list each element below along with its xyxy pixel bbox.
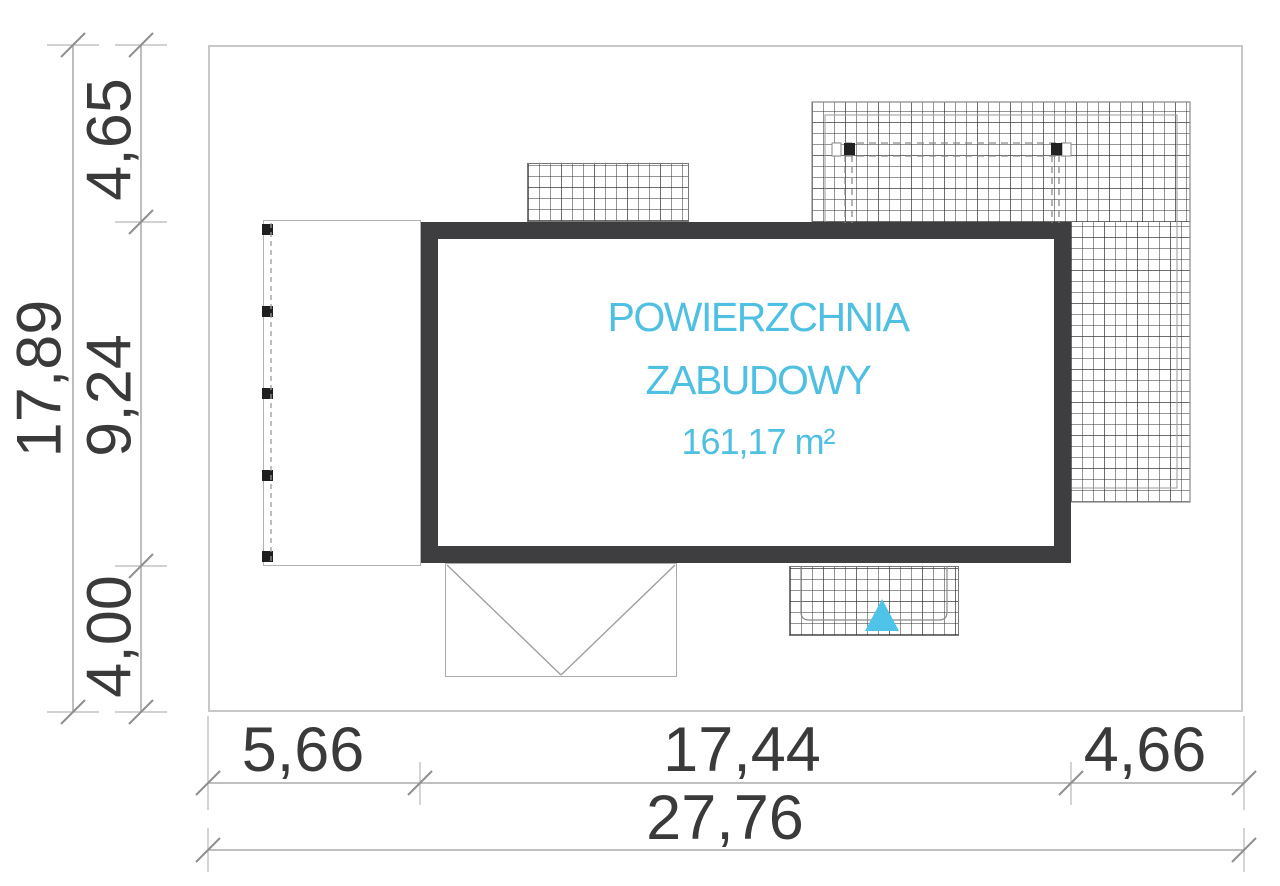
dim-bottom-segment-2: 17,44 [663,715,821,785]
area-caption-line2: ZABUDOWY [645,357,872,403]
roof-hatch-small-top [527,163,689,222]
pergola-annex [262,220,421,566]
pergola-post [262,470,273,481]
dim-left-total: 17,89 [4,299,75,458]
pergola-post [262,388,273,399]
pergola-post [262,306,273,317]
dim-left-segment-1: 4,65 [74,78,145,201]
dim-left-segment-2: 9,24 [74,334,145,457]
dim-bottom-total: 27,76 [646,783,804,853]
terrace-hatch [789,566,959,636]
area-value: 161,17 m² [681,421,835,462]
dim-bottom-segment-3: 4,66 [1083,715,1207,785]
dim-left-segment-3: 4,00 [74,575,145,698]
dim-bottom-segment-1: 5,66 [241,715,365,785]
roof-hatch-right-band [1071,222,1190,502]
pergola-post [262,551,273,562]
entrance-canopy [445,563,677,677]
pergola-post [262,224,273,235]
roof-hatch-top-band [812,102,1190,222]
area-caption-line1: POWIERZCHNIA [607,294,910,340]
